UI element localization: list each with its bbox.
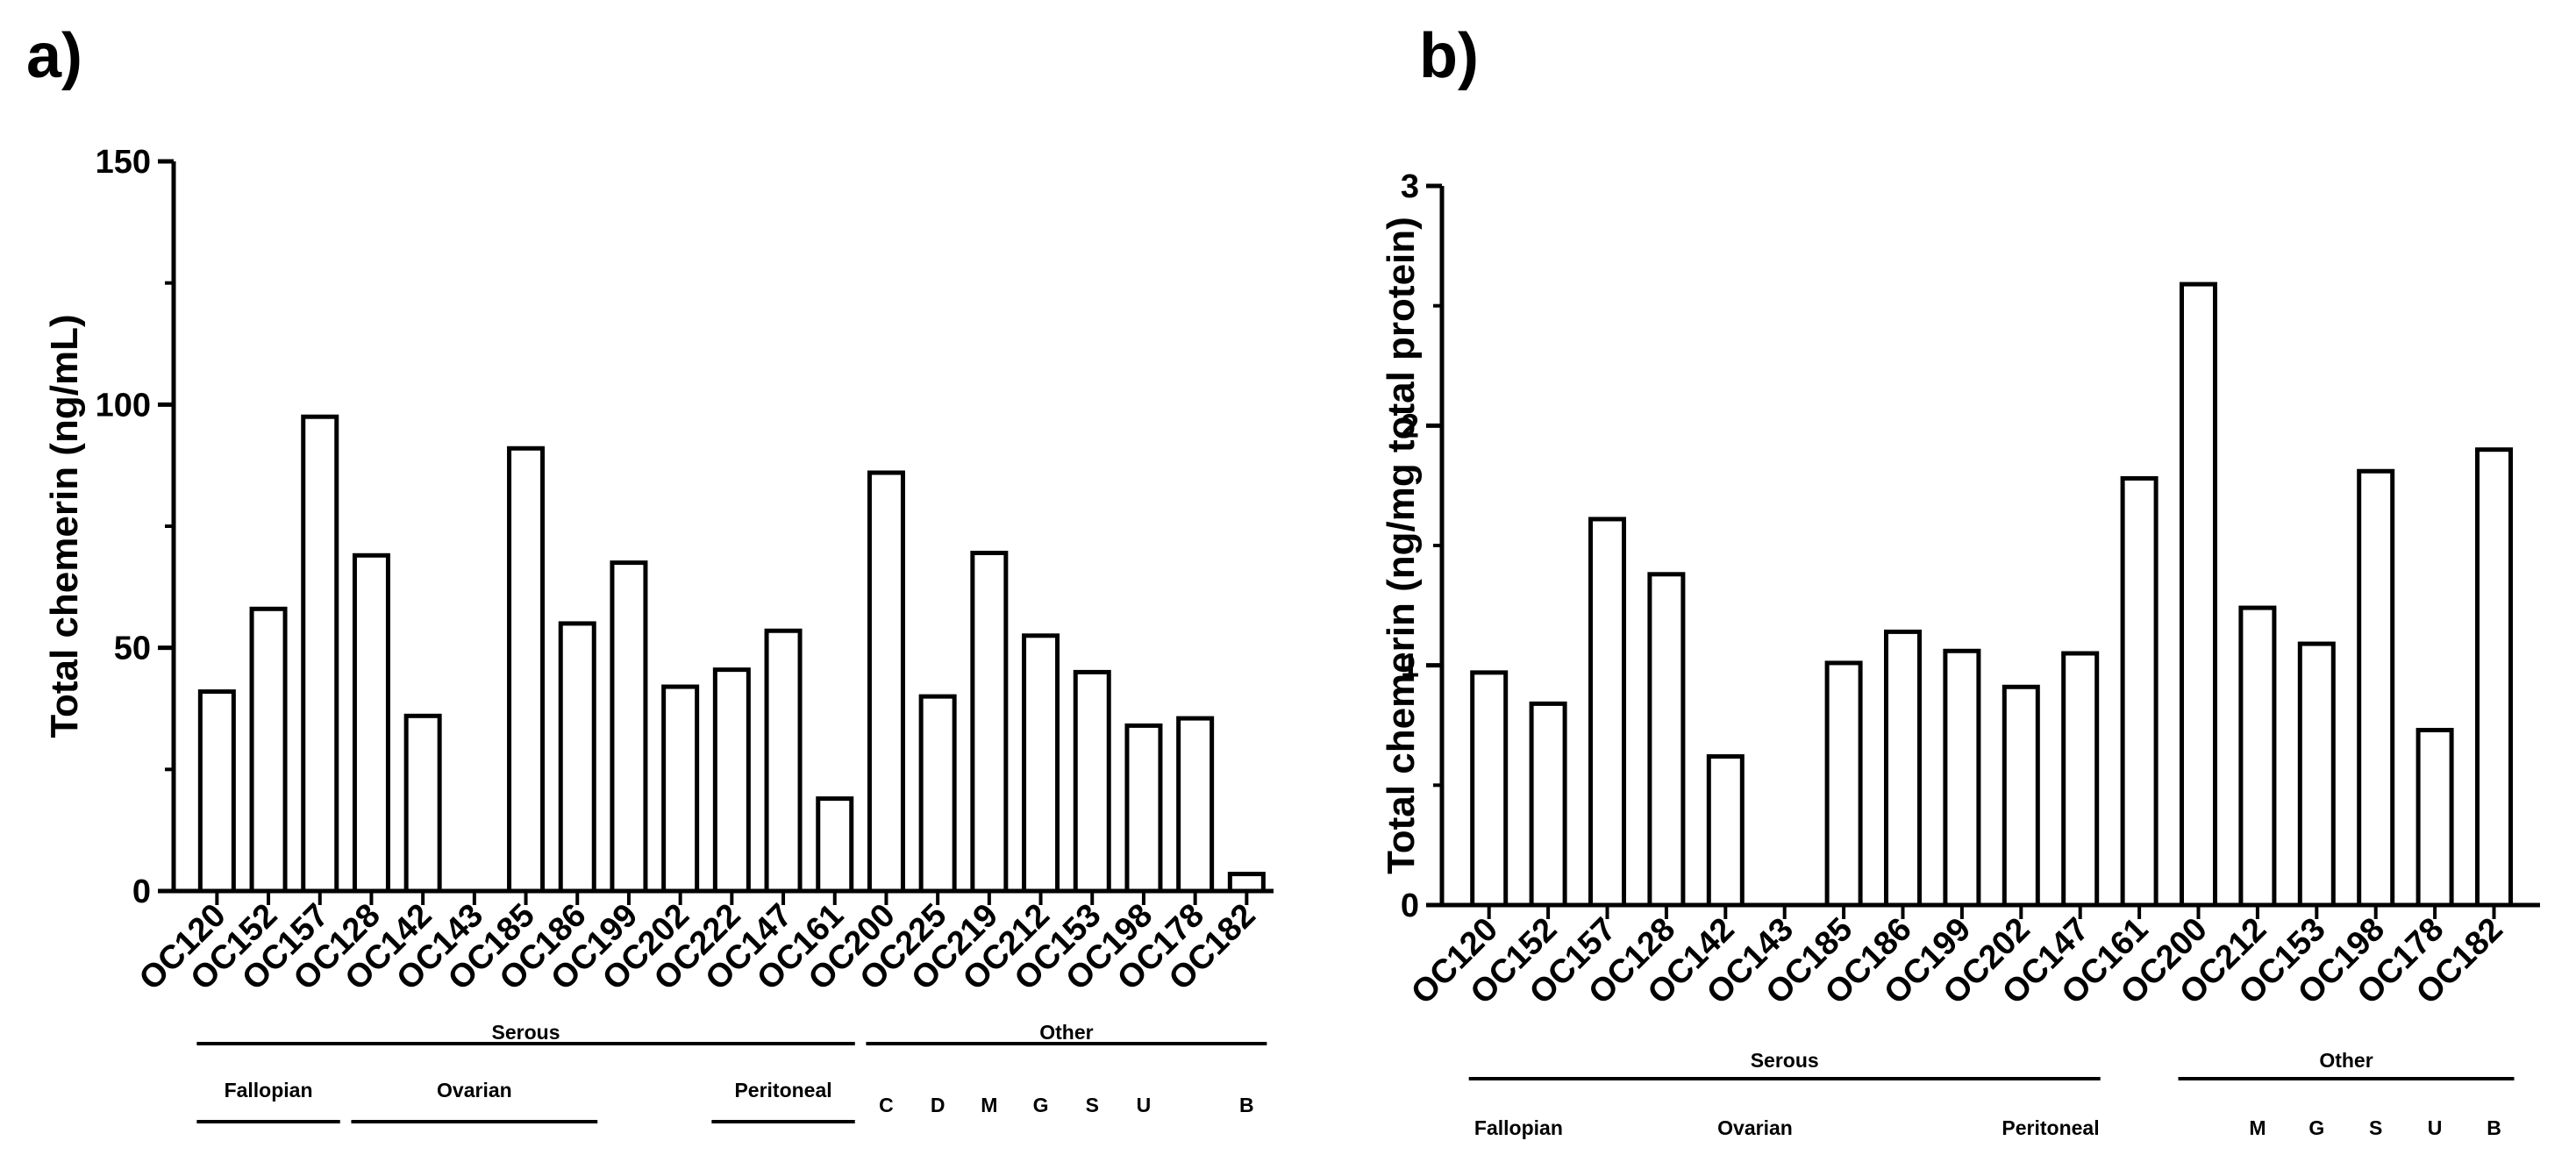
subgroup-label: M [2249, 1116, 2266, 1139]
bar-OC212 [1022, 633, 1060, 894]
bar-OC157 [301, 414, 339, 894]
group-label-other: Other [2319, 1049, 2373, 1072]
subgroup-label: D [931, 1094, 945, 1116]
bar-OC202 [2002, 684, 2040, 908]
y-tick-label: 50 [114, 631, 151, 667]
subgroup-label: G [2308, 1116, 2324, 1139]
bar-OC157 [1588, 517, 1626, 908]
bar-OC178 [1176, 716, 1215, 894]
bar-OC199 [610, 560, 648, 894]
bar-OC153 [2297, 641, 2336, 908]
subgroup-label: Ovarian [1717, 1116, 1793, 1139]
y-tick-label: 100 [96, 387, 151, 424]
y-tick-label: 0 [132, 873, 151, 910]
bar-OC152 [1529, 701, 1567, 908]
subgroup-label: S [2369, 1116, 2382, 1139]
bar-OC186 [558, 621, 596, 894]
bar-OC225 [918, 694, 957, 894]
y-tick-label: 2 [1401, 408, 1419, 445]
y-axis-title: Total chemerin (ng/mL) [43, 314, 86, 738]
bar-OC198 [1124, 723, 1163, 894]
group-label-serous: Serous [1751, 1049, 1819, 1072]
bar-OC147 [764, 628, 803, 894]
subgroup-label: Peritoneal [2002, 1116, 2099, 1139]
bar-OC186 [1884, 629, 1922, 908]
bar-OC128 [352, 553, 390, 894]
bar-OC153 [1073, 669, 1111, 894]
y-tick-label: 150 [96, 144, 151, 181]
bar-OC147 [2061, 651, 2100, 908]
bar-OC120 [1470, 670, 1509, 908]
bar-OC128 [1647, 572, 1686, 908]
bar-OC142 [1706, 754, 1745, 908]
bar-OC182 [1227, 872, 1266, 894]
panel-label: b) [1419, 21, 1479, 91]
bar-OC200 [867, 470, 905, 894]
subgroup-label: Peritoneal [734, 1079, 831, 1102]
panel-label: a) [26, 21, 82, 91]
group-label-other: Other [1039, 1021, 1093, 1044]
subgroup-label: B [2487, 1116, 2501, 1139]
bar-OC161 [2120, 475, 2159, 908]
bar-OC198 [2357, 468, 2395, 908]
y-tick-label: 3 [1401, 168, 1419, 205]
y-tick-label: 1 [1401, 648, 1419, 685]
panel-b: b) 0 1 2 3 Total chemerin (ng/mg total protei… [1380, 21, 2540, 1139]
bar-OC212 [2238, 605, 2277, 908]
bar-OC161 [816, 796, 854, 894]
subgroup-label: Fallopian [1474, 1116, 1563, 1139]
bar-OC120 [197, 689, 236, 894]
subgroup-label: Fallopian [225, 1079, 313, 1102]
bar-OC185 [507, 446, 546, 894]
y-axis-title: Total chemerin (ng/mg total protein) [1380, 217, 1423, 874]
subgroup-label: S [1086, 1094, 1099, 1116]
subgroup-label: B [1239, 1094, 1254, 1116]
bar-OC142 [403, 713, 442, 894]
bar-OC199 [1943, 648, 1981, 908]
y-tick-label: 0 [1401, 888, 1419, 924]
bar-OC178 [2415, 727, 2454, 908]
bar-OC185 [1824, 660, 1863, 908]
bar-OC222 [712, 667, 751, 894]
subgroup-label: C [879, 1094, 894, 1116]
subgroup-label: M [981, 1094, 997, 1116]
bar-OC152 [249, 606, 288, 894]
subgroup-label: U [2428, 1116, 2443, 1139]
subgroup-label: U [1137, 1094, 1152, 1116]
bar-OC219 [970, 551, 1009, 894]
subgroup-label: G [1033, 1094, 1049, 1116]
bar-OC182 [2475, 447, 2513, 908]
subgroup-label: Ovarian [437, 1079, 512, 1102]
group-label-serous: Serous [492, 1021, 560, 1044]
bar-OC200 [2180, 282, 2217, 908]
bar-OC202 [661, 684, 700, 894]
